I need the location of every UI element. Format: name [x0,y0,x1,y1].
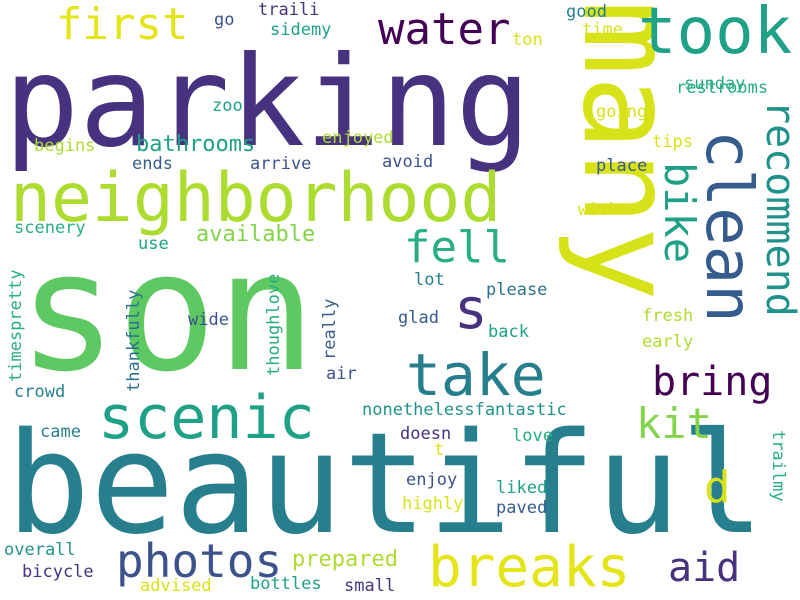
word-go: go [214,10,235,30]
word-love: love [512,426,553,446]
word-nonethelessfantastic: nonethelessfantastic [362,400,567,420]
word-wish: wish [578,200,619,220]
word-aid: aid [668,545,741,591]
word-please: please [486,280,548,300]
word-bottles: bottles [250,574,322,594]
word-came: came [40,422,81,442]
word-thoughlove: thoughlove [264,273,284,376]
word-recommend: recommend [757,100,800,317]
word-beautiful: beautiful [6,403,765,566]
word-begins: begins [34,136,96,156]
word-ton: ton [512,30,543,50]
word-fresh: fresh [642,306,694,326]
word-available: available [196,222,316,247]
word-sidemy: sidemy [270,20,332,40]
word-restrooms: restrooms [676,78,769,98]
word-paved: paved [496,498,548,518]
word-zoo: zoo [212,96,243,116]
word-good: good [566,2,607,22]
word-kit: kit [636,399,712,448]
word-use: use [138,234,169,254]
word-fell: fell [404,222,510,273]
word-bike: bike [655,162,704,264]
word-highly: highly [402,494,464,514]
word-prepared: prepared [292,547,398,572]
word-bring: bring [652,359,773,405]
word-liked: liked [496,478,548,498]
word-thankfully: thankfully [124,289,144,392]
word-took: took [638,0,793,69]
word-sunday: sunday [684,74,746,94]
word-ends: ends [132,154,173,174]
word-place: place [596,156,648,176]
word-d: d [704,462,731,513]
word-parking: parking [4,30,531,175]
word-time: time [582,20,623,40]
word-glad: glad [398,308,439,328]
word-small: small [344,576,396,596]
word-clean: clean [691,130,765,323]
word-doesn: doesn [400,424,452,444]
word-son: son [18,216,317,408]
word-breaks: breaks [428,535,631,600]
word-enjoyed: enjoyed [322,128,394,148]
word-crowd: crowd [14,382,66,402]
word-bathrooms: bathrooms [136,132,256,157]
word-advised: advised [140,576,212,596]
word-first: first [56,0,189,50]
word-neighborhood: neighborhood [10,159,502,238]
word-arrive: arrive [250,154,312,174]
word-photos: photos [116,534,283,588]
word-s: s [454,277,488,342]
word-water: water [378,4,511,55]
word-t: t [434,440,445,460]
word-early: early [642,332,694,352]
word-scenery: scenery [14,218,86,238]
word-tips: tips [652,132,693,152]
word-going: going [596,102,648,122]
word-timespretty: timespretty [6,269,26,382]
word-back: back [488,322,529,342]
word-traili: traili [258,0,320,20]
word-avoid: avoid [382,152,434,172]
word-air: air [326,364,357,384]
word-scenic: scenic [98,383,315,453]
word-take: take [406,341,546,409]
word-trailmy: trailmy [768,430,788,502]
word-lot: lot [414,270,445,290]
word-wide: wide [188,310,229,330]
word-bicycle: bicycle [22,562,94,582]
word-really: really [320,298,340,360]
word-overall: overall [4,540,76,560]
word-enjoy: enjoy [406,470,458,490]
